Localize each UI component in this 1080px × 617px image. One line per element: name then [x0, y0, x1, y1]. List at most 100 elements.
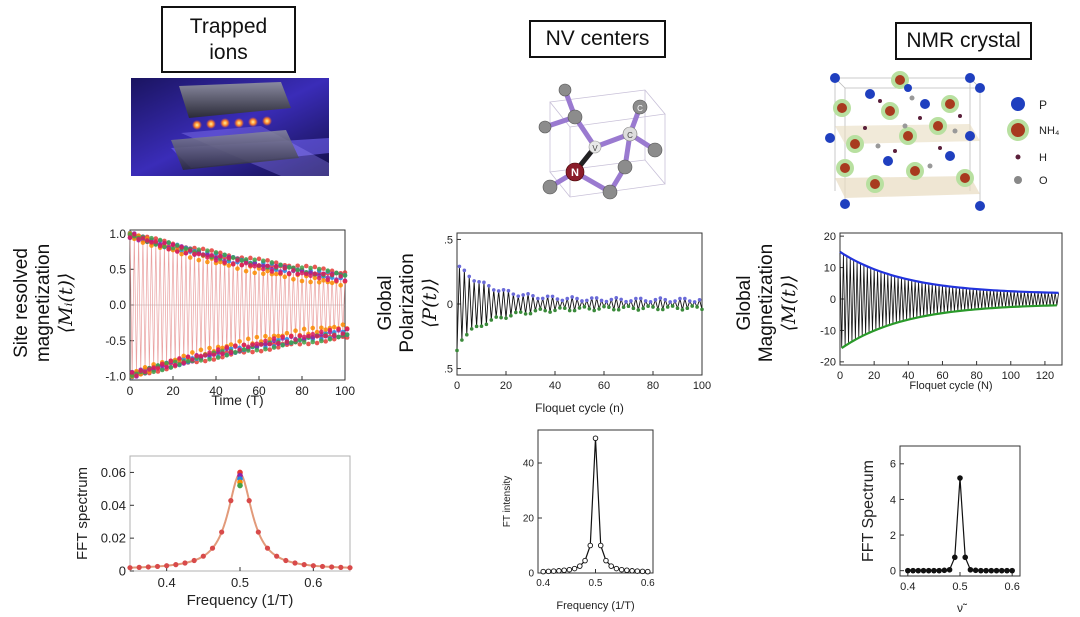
- ion-data-point: [263, 333, 268, 339]
- ylabel-line: Global: [375, 275, 396, 331]
- fft-point: [972, 567, 979, 574]
- x-tick-label: 80: [970, 370, 982, 382]
- ion-data-point: [334, 278, 339, 284]
- upper-envelope: [839, 250, 1059, 294]
- ion: [234, 118, 244, 128]
- x-tick-label: 40: [902, 370, 914, 382]
- x-axis-label: ν̃: [957, 601, 968, 615]
- polarization-point: [695, 305, 699, 309]
- ft-point: [582, 557, 588, 564]
- ion-data-point: [211, 357, 217, 362]
- y-axis-label: FFT spectrum: [74, 467, 91, 560]
- polarization-point: [680, 308, 685, 312]
- polarization-point: [636, 308, 641, 312]
- ion: [206, 119, 216, 129]
- polarization-point: [494, 315, 498, 319]
- polarization-point: [658, 296, 663, 300]
- ft-point: [629, 568, 635, 574]
- ion-data-point: [250, 342, 255, 347]
- ion-data-point: [321, 266, 326, 271]
- carbon-label: C: [627, 131, 633, 140]
- ion-data-point: [301, 339, 307, 345]
- fft-point: [993, 567, 1000, 574]
- legend-p-label: P: [1039, 98, 1047, 112]
- ion-data-point: [265, 263, 270, 269]
- ft-point: [624, 567, 630, 573]
- polarization-point: [678, 296, 682, 301]
- ion-data-point: [293, 337, 298, 342]
- fft-point: [145, 564, 151, 570]
- ion-data-point: [276, 345, 281, 350]
- ft-point: [577, 563, 583, 569]
- ion: [248, 117, 258, 127]
- polarization-point: [599, 298, 604, 303]
- x-tick-label: 100: [693, 380, 711, 392]
- x-tick-label: 0.5: [952, 581, 967, 593]
- ion-data-point: [228, 349, 234, 355]
- y-tick-label: 0.02: [101, 531, 126, 546]
- x-axis-label: Floquet cycle (n): [535, 401, 624, 415]
- x-axis-label: Floquet cycle (N): [909, 380, 992, 392]
- polarization-point: [457, 264, 462, 269]
- x-axis-label: Frequency (1/T): [556, 600, 634, 612]
- ion-data-point: [166, 240, 171, 245]
- ion-data-point: [319, 338, 324, 344]
- ion-data-point: [147, 367, 152, 372]
- ion-data-point: [314, 340, 320, 346]
- polarization-point: [489, 318, 494, 322]
- ft-point: [613, 565, 620, 572]
- ion-data-point: [207, 356, 212, 362]
- ion-data-point: [228, 342, 234, 347]
- ion-data-point: [224, 352, 230, 358]
- plot-frame: [899, 445, 1021, 577]
- legend-o-marker: [1014, 176, 1022, 184]
- ion-data-point: [233, 343, 238, 349]
- ion-data-point: [254, 334, 260, 340]
- y-tick-label: 0.5: [109, 262, 126, 276]
- polarization-point: [548, 310, 552, 314]
- x-tick-label: 80: [295, 384, 309, 398]
- ion-data-point: [273, 271, 279, 277]
- ft-point: [608, 563, 614, 569]
- ion-data-point: [245, 336, 251, 342]
- ion-data-point: [258, 342, 264, 347]
- fft-point: [931, 567, 937, 574]
- polarization-point: [523, 312, 528, 316]
- ylabel-line: Global: [734, 275, 755, 331]
- x-tick-label: 20: [868, 370, 880, 382]
- fft-point: [988, 567, 995, 574]
- fft-point: [978, 567, 984, 574]
- ion-data-point: [304, 263, 309, 269]
- ft-point: [566, 566, 573, 573]
- fft-point: [910, 567, 916, 574]
- x-tick-label: 20: [166, 384, 180, 398]
- polarization-point: [487, 283, 491, 288]
- fft-point: [209, 545, 216, 551]
- ion-data-point: [170, 242, 176, 248]
- ion-data-point: [276, 333, 281, 339]
- polarization-point: [533, 308, 538, 313]
- ion-data-point: [159, 361, 165, 367]
- fft-point: [283, 557, 289, 564]
- ft-point: [571, 565, 578, 572]
- title-trapped-ions: Trapped ions: [161, 6, 296, 73]
- ion-data-point: [340, 322, 346, 328]
- fft-curve: [907, 478, 1013, 572]
- ion-data-point: [198, 347, 204, 353]
- ion-data-point: [310, 325, 316, 331]
- y-tick-label: 0: [890, 566, 896, 578]
- ion-data-point: [166, 246, 171, 252]
- fft-point: [310, 563, 316, 569]
- polarization-point: [506, 288, 511, 293]
- ion-data-point: [273, 264, 279, 270]
- ion-data-point: [256, 263, 262, 268]
- y-tick-label: 0.06: [101, 465, 126, 480]
- fft-point: [219, 529, 225, 535]
- ion-data-point: [288, 340, 294, 345]
- ion-data-point: [329, 272, 335, 278]
- ion-data-point: [172, 362, 178, 368]
- polarization-point: [700, 307, 704, 312]
- ion-data-point: [282, 274, 288, 280]
- ylabel-math: ⟨P(t)⟩: [419, 277, 441, 329]
- polarization-point: [661, 307, 665, 312]
